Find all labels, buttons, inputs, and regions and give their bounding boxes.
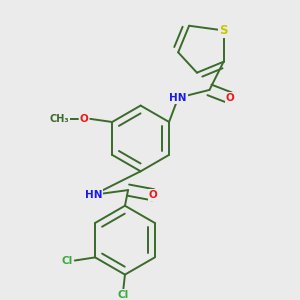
Text: O: O [80,114,88,124]
Text: Cl: Cl [61,256,73,266]
Text: O: O [226,93,234,103]
Text: HN: HN [85,190,102,200]
Text: CH₃: CH₃ [49,114,69,124]
Text: O: O [149,190,158,200]
Text: S: S [219,24,228,37]
Text: HN: HN [169,93,187,103]
Text: Cl: Cl [118,290,129,300]
